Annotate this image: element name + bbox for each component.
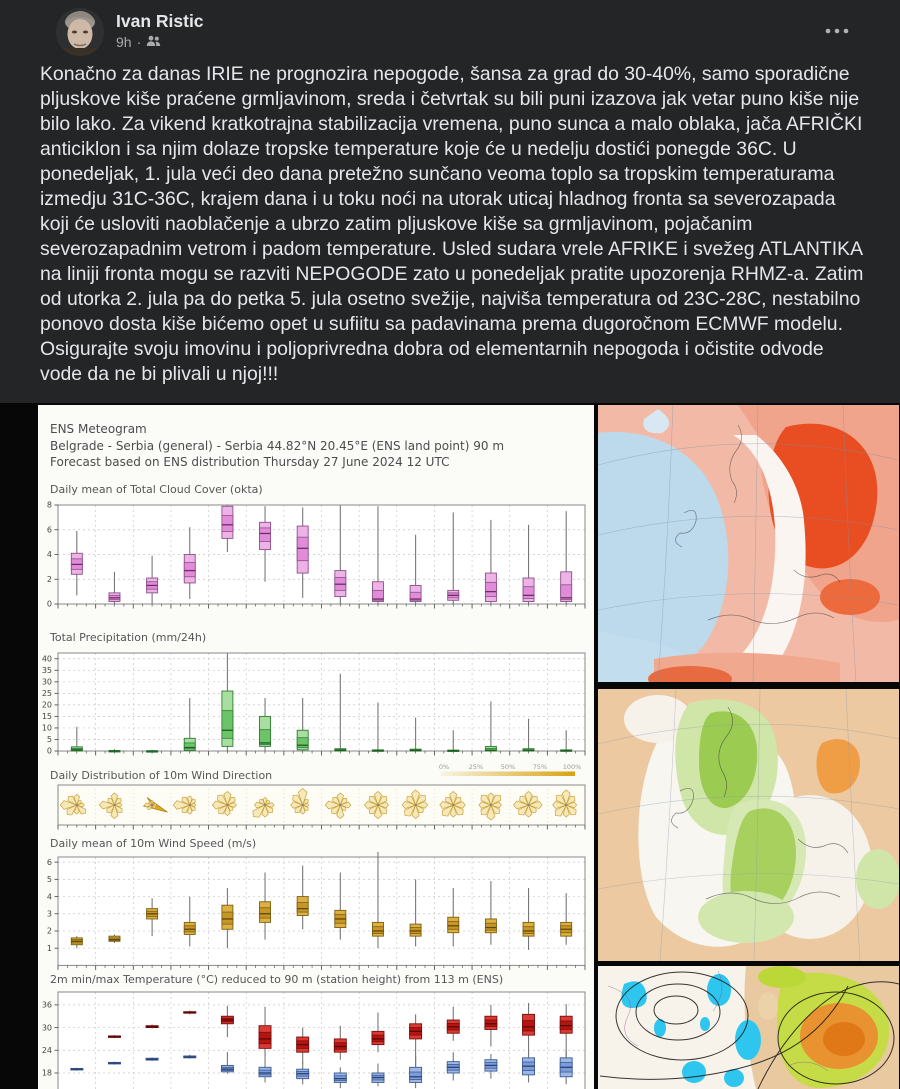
wind-direction-strip — [57, 784, 586, 830]
svg-text:20: 20 — [42, 701, 52, 710]
svg-text:5: 5 — [47, 875, 52, 884]
avatar[interactable] — [56, 8, 104, 56]
svg-text:0%: 0% — [439, 763, 449, 771]
chart-title-wind-direction: Daily Distribution of 10m Wind Direction — [50, 769, 273, 782]
svg-text:24: 24 — [42, 1046, 52, 1055]
cloud-cover-chart: 0 2 4 6 8 — [47, 501, 586, 609]
svg-text:3: 3 — [47, 909, 52, 918]
post-meta: 9h · — [116, 34, 161, 50]
svg-text:25: 25 — [42, 689, 52, 698]
svg-text:0: 0 — [47, 600, 52, 609]
chart-title-wind-speed: Daily mean of 10m Wind Speed (m/s) — [50, 837, 257, 850]
svg-text:1: 1 — [47, 944, 52, 953]
avatar-photo — [56, 8, 104, 56]
more-options-button[interactable] — [820, 18, 854, 44]
meta-separator: · — [136, 34, 142, 50]
svg-text:75%: 75% — [533, 763, 547, 771]
svg-text:25%: 25% — [469, 763, 483, 771]
author-name[interactable]: Ivan Ristic — [116, 11, 204, 31]
post-text: Konačno za danas IRIE ne prognozira nepo… — [40, 62, 866, 387]
svg-text:10: 10 — [42, 724, 52, 733]
meteogram-location: Belgrade - Serbia (general) - Serbia 44.… — [50, 438, 505, 453]
timestamp[interactable]: 9h — [116, 34, 132, 50]
svg-text:8: 8 — [47, 501, 52, 510]
svg-text:2: 2 — [47, 575, 52, 584]
ellipsis-icon — [825, 28, 849, 34]
post-paragraph: Osigurajte svoju imovinu i poljoprivredn… — [40, 338, 824, 385]
map-temperature-anomaly — [598, 405, 899, 682]
svg-text:30: 30 — [42, 678, 52, 687]
precipitation-chart: 0 5 10 15 20 25 30 35 40 — [42, 652, 586, 756]
wind-speed-chart: 1 2 3 4 5 6 — [47, 851, 586, 970]
map-precipitation-anomaly — [598, 689, 899, 961]
post-attachment-image[interactable]: ENS Meteogram Belgrade - Serbia (general… — [0, 403, 900, 1089]
svg-text:6: 6 — [47, 858, 52, 867]
svg-text:0: 0 — [47, 747, 52, 756]
temperature-chart: 18 24 30 36 — [42, 991, 586, 1089]
svg-text:35: 35 — [42, 666, 52, 675]
svg-text:4: 4 — [47, 550, 52, 559]
svg-text:18: 18 — [42, 1069, 52, 1078]
svg-text:50%: 50% — [501, 763, 515, 771]
map-synoptic-chart — [598, 966, 899, 1089]
svg-text:100%: 100% — [563, 763, 582, 771]
chart-title-cloud-cover: Daily mean of Total Cloud Cover (okta) — [50, 483, 263, 496]
meteogram-header: ENS Meteogram Belgrade - Serbia (general… — [50, 421, 504, 471]
post-paragraph: Konačno za danas IRIE ne prognozira nepo… — [40, 63, 864, 335]
audience-friends-icon — [146, 34, 161, 50]
meteogram-forecast-line: Forecast based on ENS distribution Thurs… — [50, 455, 450, 469]
svg-text:5: 5 — [47, 735, 52, 744]
svg-text:40: 40 — [42, 654, 52, 663]
svg-text:6: 6 — [47, 525, 52, 534]
wind-direction-legend: 0% 25% 50% 75% 100% — [439, 763, 582, 776]
meteogram-title: ENS Meteogram — [50, 422, 147, 436]
svg-text:30: 30 — [42, 1023, 52, 1032]
chart-title-temperature: 2m min/max Temperature (°C) reduced to 9… — [50, 973, 504, 986]
chart-title-precipitation: Total Precipitation (mm/24h) — [50, 631, 207, 644]
svg-text:4: 4 — [47, 892, 52, 901]
meteogram-panel: ENS Meteogram Belgrade - Serbia (general… — [38, 405, 594, 1089]
svg-text:2: 2 — [47, 927, 52, 936]
svg-text:15: 15 — [42, 712, 52, 721]
svg-text:36: 36 — [42, 1001, 52, 1010]
